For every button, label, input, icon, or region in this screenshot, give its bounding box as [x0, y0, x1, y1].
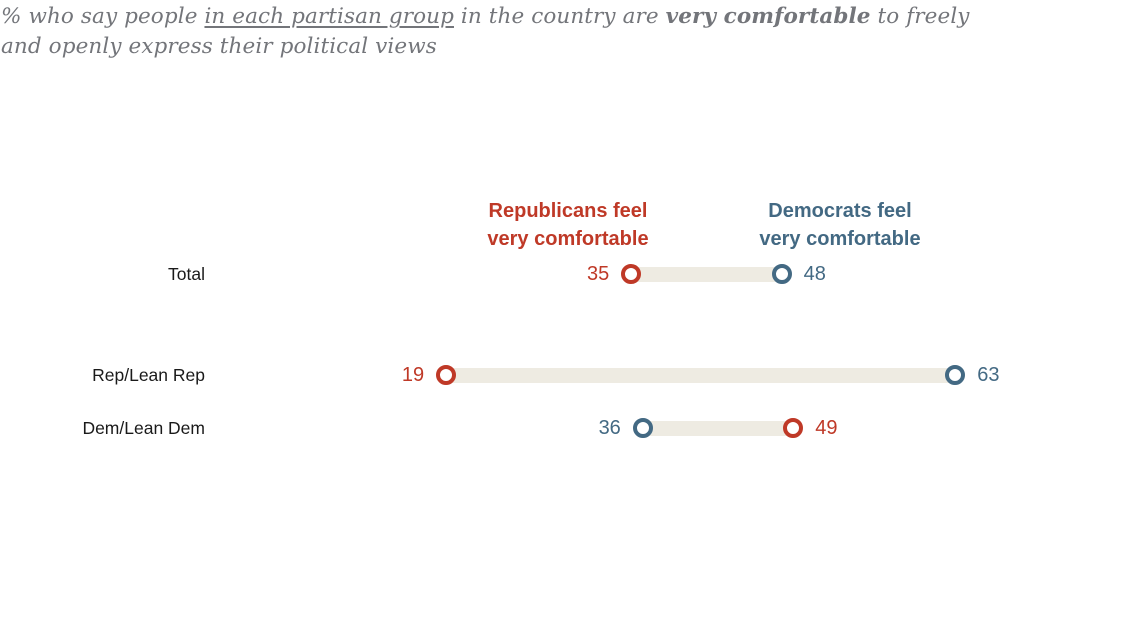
chart-title: % who say people in each partisan group …	[1, 2, 1081, 62]
value-label: 49	[815, 417, 838, 439]
legend-democrats-line2: very comfortable	[759, 228, 921, 250]
title-underlined-text: in each partisan group	[204, 4, 454, 29]
value-label: 19	[401, 364, 425, 386]
legend-democrats: Democrats feel very comfortable	[690, 197, 990, 253]
legend-democrats-line1: Democrats feel	[768, 200, 912, 222]
title-line2: and openly express their political views	[1, 34, 437, 59]
democrat-dot	[945, 365, 966, 385]
value-label: 35	[587, 263, 610, 285]
democrat-dot	[632, 418, 653, 438]
title-text: to freely	[870, 4, 970, 29]
row-label: Total	[168, 264, 205, 284]
value-label: 36	[598, 417, 621, 439]
value-label: 63	[977, 364, 1000, 386]
republican-dot	[436, 365, 457, 385]
value-label: 48	[803, 263, 826, 285]
title-bold-text: very comfortable	[665, 4, 871, 29]
legend-republicans: Republicans feel very comfortable	[418, 197, 718, 253]
dumbbell-bar	[446, 367, 956, 383]
republican-dot	[621, 264, 642, 284]
democrat-dot	[771, 264, 792, 284]
row-label: Dem/Lean Dem	[82, 418, 205, 438]
title-text: % who say people	[1, 4, 205, 29]
dumbbell-bar	[631, 266, 782, 282]
title-text: in the country are	[453, 4, 666, 29]
row-label: Rep/Lean Rep	[92, 365, 205, 385]
republican-dot	[783, 418, 804, 438]
dumbbell-bar	[642, 420, 794, 436]
legend-republicans-line2: very comfortable	[487, 228, 649, 250]
legend-republicans-line1: Republicans feel	[488, 200, 648, 222]
